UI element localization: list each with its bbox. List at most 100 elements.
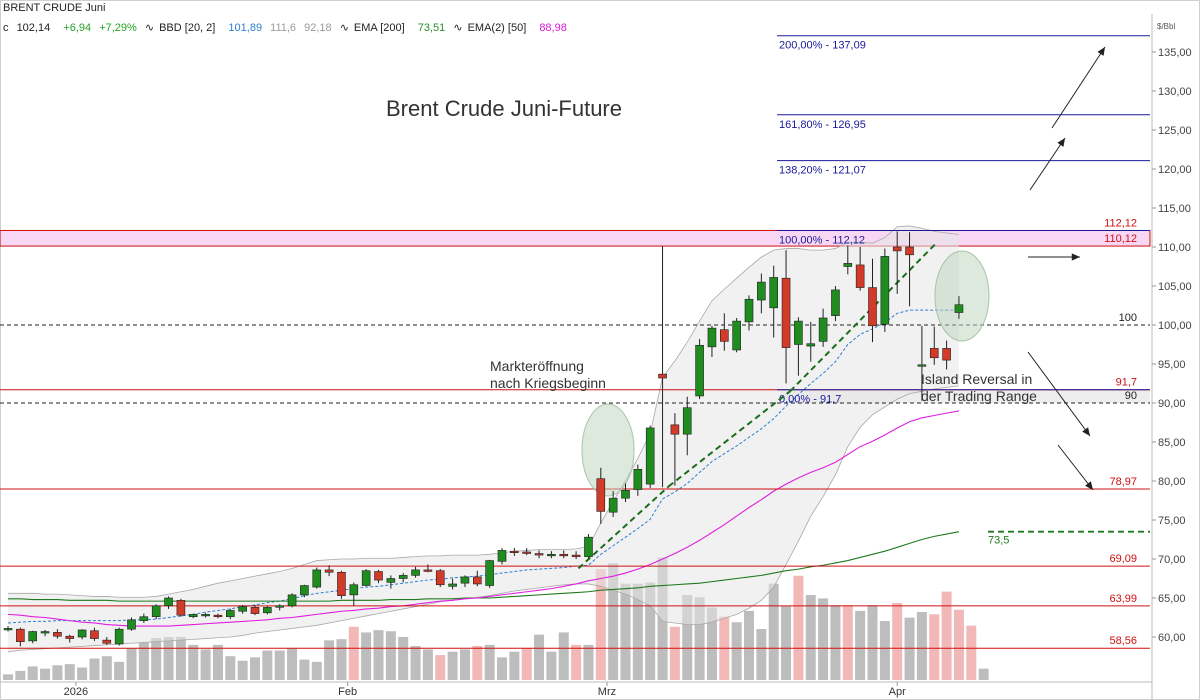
volume-bar [867, 605, 878, 680]
candle-body [497, 550, 507, 562]
volume-bar [534, 634, 545, 680]
fibonacci-label: 100,00% - 112,12 [779, 234, 865, 246]
y-tick-label: 60,00 [1158, 632, 1186, 644]
annotation-line: Markteröffnung [490, 358, 584, 374]
y-tick-label: 110,00 [1158, 242, 1191, 254]
volume-bar [879, 621, 890, 680]
candle-body [374, 571, 383, 581]
ema200-value: 73,51 [417, 22, 446, 34]
volume-bar [694, 597, 705, 680]
candle-body [250, 607, 260, 614]
candle-body [411, 569, 420, 576]
candle-body [164, 597, 173, 607]
fibonacci-label: 200,00% - 137,09 [779, 40, 866, 52]
volume-bar [781, 606, 792, 680]
candle-body [139, 616, 149, 621]
candle-body [645, 427, 655, 485]
volume-bar [459, 649, 470, 680]
x-tick-label: Apr [889, 686, 906, 698]
indicator-legend: c 102,14 +6,94 +7,29% ∿ BBD [20, 2] 101,8… [3, 21, 572, 34]
candle-body [781, 277, 791, 348]
volume-bar [373, 630, 384, 680]
candle-body [621, 490, 630, 499]
volume-bar [595, 568, 606, 680]
level-label: 90 [1125, 390, 1137, 402]
level-label: 69,09 [1109, 553, 1137, 565]
candle-body [596, 478, 606, 512]
volume-bar [521, 648, 532, 680]
candle-body [472, 576, 482, 585]
candle-body [90, 630, 99, 639]
candle-body [460, 576, 470, 584]
volume-bar [509, 651, 520, 680]
candle-body [300, 585, 309, 596]
volume-bar [978, 668, 989, 680]
y-tick-label: 75,00 [1158, 515, 1186, 527]
candle-body [349, 584, 359, 596]
volume-bar [632, 583, 643, 680]
level-label: 63,99 [1109, 593, 1137, 605]
volume-bar [768, 583, 779, 680]
bbd-mid-value: 101,89 [228, 22, 263, 34]
volume-bar [52, 665, 63, 680]
volume-bar [904, 617, 915, 680]
volume-bar [311, 661, 322, 680]
projection-arrow [1051, 46, 1106, 129]
candle-body [719, 329, 729, 342]
bbd-indicator-label: ∿ BBD [20, 2] [144, 22, 216, 34]
candle-body [682, 407, 692, 435]
volume-bar [299, 659, 310, 680]
bollinger-lower-line [7, 385, 960, 653]
volume-bar [101, 656, 112, 680]
candle-body [757, 281, 766, 301]
candle-body [806, 343, 816, 347]
volume-bar [237, 660, 248, 680]
candle-body [114, 628, 124, 645]
candle-body [188, 614, 198, 618]
volume-bar [916, 612, 927, 680]
ema50-value: 88,98 [539, 22, 567, 34]
candle-body [448, 583, 457, 587]
candle-body [65, 635, 75, 639]
fibonacci-label: 138,20% - 121,07 [779, 165, 866, 177]
candle-body [559, 554, 569, 557]
candle-body [584, 536, 593, 557]
candle-body [670, 424, 680, 435]
volume-bar [398, 636, 409, 680]
ema50-line [7, 410, 960, 627]
volume-bar [361, 632, 372, 680]
candle-body [53, 632, 62, 637]
bbd-lower-value: 92,18 [304, 22, 332, 34]
close-prefix: c [3, 22, 9, 34]
zone-bottom-label: 110,12 [1104, 233, 1137, 245]
fibonacci-label: 0,00% - 91,7 [779, 394, 841, 406]
volume-bar [126, 648, 137, 680]
ema200-indicator-label: ∿ EMA [200] [339, 22, 405, 34]
volume-bar [744, 610, 754, 680]
trendline [577, 485, 670, 570]
y-tick-label: 120,00 [1158, 164, 1192, 176]
candle-body [855, 264, 865, 288]
volume-bar [571, 644, 582, 680]
volume-bar [422, 649, 433, 680]
candle-body [435, 570, 445, 586]
candle-body [608, 497, 618, 513]
volume-bar [410, 646, 421, 680]
volume-bar [163, 636, 174, 680]
candle-body [744, 298, 754, 323]
annotation-island-reversal: Island Reversal in der Trading Range [921, 371, 1037, 405]
candle-body [3, 628, 13, 631]
y-tick-label: 125,00 [1158, 125, 1192, 137]
y-tick-label: 65,00 [1158, 593, 1186, 605]
candle-body [176, 600, 186, 616]
volume-bar [830, 605, 841, 680]
volume-bar [805, 595, 816, 680]
candle-body [312, 569, 322, 588]
ema-icon: ∿ [339, 22, 349, 34]
bollinger-band-fill [8, 225, 959, 652]
volume-bar [484, 644, 495, 680]
candle-body [868, 287, 877, 327]
candle-body [510, 550, 519, 554]
volume-bar [929, 614, 940, 680]
